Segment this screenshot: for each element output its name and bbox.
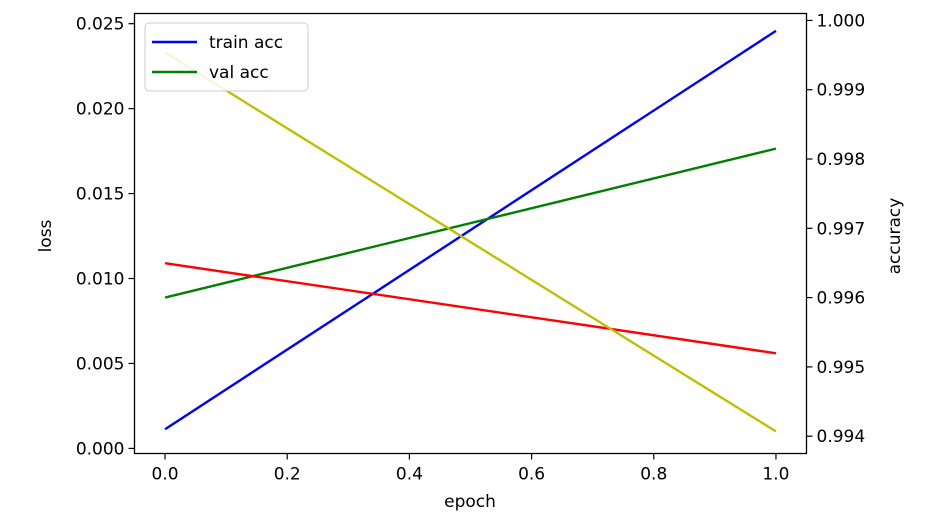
right-y-tick-label: 1.000 [817, 11, 866, 31]
series-line-loss-3 [164, 51, 777, 433]
series-line-train-acc [164, 29, 777, 431]
x-tick-label: 0.8 [640, 465, 667, 485]
legend-label-train-acc: train acc [209, 33, 283, 53]
series-layer [164, 29, 777, 433]
left-y-axis-ticks: 0.000 0.005 0.010 0.015 0.020 0.025 [76, 15, 135, 459]
right-y-tick-label: 0.996 [817, 289, 866, 309]
right-y-axis-ticks: 0.994 0.995 0.996 0.997 0.998 0.999 1.000 [806, 11, 866, 447]
x-axis-label: epoch [444, 492, 496, 512]
plot-frame [133, 12, 808, 455]
right-y-tick-label: 0.994 [817, 427, 866, 447]
x-axis-ticks: 0.0 0.2 0.4 0.6 0.8 1.0 [152, 453, 789, 485]
x-tick-label: 1.0 [762, 465, 789, 485]
right-y-axis-label: accuracy [885, 198, 905, 275]
x-tick-label: 0.2 [274, 465, 301, 485]
x-tick-label: 0.4 [396, 465, 423, 485]
legend: train acc val acc [144, 22, 309, 92]
series-line-loss-2 [164, 262, 777, 355]
series-line-val-acc [164, 147, 777, 299]
left-y-tick-label: 0.005 [76, 354, 125, 374]
right-y-tick-label: 0.998 [817, 150, 866, 170]
right-y-tick-label: 0.997 [817, 219, 866, 239]
left-y-tick-label: 0.015 [76, 185, 125, 205]
left-y-tick-label: 0.000 [76, 439, 125, 459]
legend-box [144, 22, 309, 92]
left-y-axis-label: loss [36, 219, 56, 252]
x-tick-label: 0.6 [518, 465, 545, 485]
left-y-tick-label: 0.025 [76, 15, 125, 35]
left-y-tick-label: 0.020 [76, 100, 125, 120]
left-y-tick-label: 0.010 [76, 270, 125, 290]
right-y-tick-label: 0.999 [817, 81, 866, 101]
right-y-tick-label: 0.995 [817, 358, 866, 378]
legend-label-val-acc: val acc [209, 63, 269, 83]
x-tick-label: 0.0 [152, 465, 179, 485]
